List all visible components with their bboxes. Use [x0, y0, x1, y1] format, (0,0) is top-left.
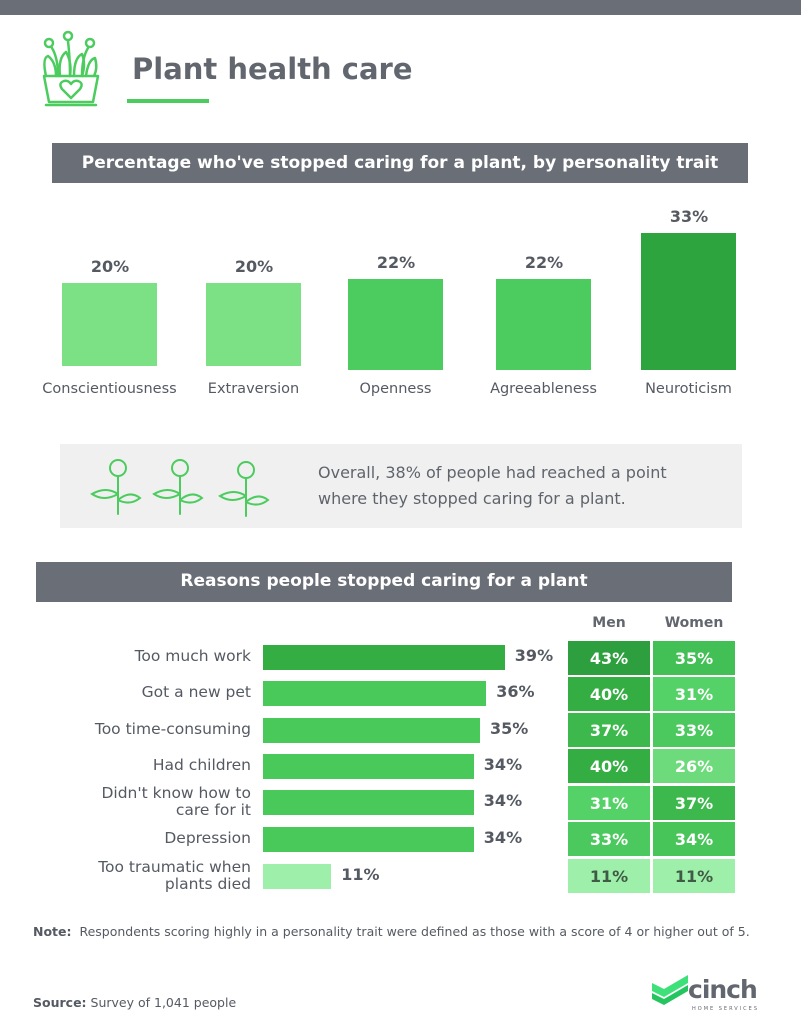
reason-bar — [263, 681, 487, 706]
women-cell: 11% — [653, 859, 735, 893]
trait-bar — [496, 278, 591, 370]
trait-category-label: Neuroticism — [645, 381, 732, 397]
women-cell: 34% — [653, 822, 735, 856]
men-cell: 43% — [568, 641, 650, 675]
reason-category-label: Didn't know how to care for it — [101, 784, 251, 819]
trait-category-label: Conscientiousness — [42, 381, 177, 397]
reason-value-label: 34% — [483, 755, 523, 774]
top-bar — [0, 0, 801, 15]
men-cell: 31% — [568, 786, 650, 820]
reason-bar — [263, 864, 332, 889]
trait-chart-title: Percentage who've stopped caring for a p… — [52, 143, 748, 183]
trait-bar — [206, 283, 301, 366]
reasons-chart-title: Reasons people stopped caring for a plan… — [36, 562, 732, 602]
reason-category-label: Had children — [152, 756, 251, 774]
reason-bar — [263, 754, 474, 779]
trait-value-label: 33% — [669, 207, 709, 227]
reason-category-label: Depression — [164, 829, 251, 847]
women-cell: 37% — [653, 786, 735, 820]
men-cell: 37% — [568, 713, 650, 747]
potted-plant-icon — [42, 30, 100, 107]
men-cell: 40% — [568, 677, 650, 711]
brand-tagline: HOME SERVICES — [692, 1006, 760, 1012]
reason-value-label: 35% — [490, 719, 529, 738]
trait-bar — [641, 233, 736, 370]
trait-category-label: Openness — [359, 381, 432, 397]
men-cell: 33% — [568, 822, 650, 856]
cinch-logo: cinch HOME SERVICES — [650, 975, 770, 1015]
trait-value-label: 22% — [524, 252, 564, 272]
reason-value-label: 39% — [514, 646, 554, 665]
trait-category-label: Agreeableness — [490, 381, 597, 397]
women-cell: 31% — [653, 677, 735, 711]
reason-value-label: 11% — [341, 865, 380, 884]
page-title: Plant health care — [132, 52, 413, 86]
reason-bar — [263, 718, 480, 743]
source-label: Source: — [33, 995, 87, 1010]
note-text: Respondents scoring highly in a personal… — [79, 924, 750, 939]
source-text: Survey of 1,041 people — [90, 995, 237, 1010]
trait-bar — [62, 283, 157, 366]
reason-category-label: Got a new pet — [141, 683, 251, 701]
checkmark-logo-icon — [652, 975, 688, 1005]
reason-category-label: Too traumatic when plants died — [98, 858, 251, 893]
men-header: Men — [592, 615, 626, 631]
reason-value-label: 34% — [483, 828, 523, 847]
source: Source: Survey of 1,041 people — [33, 995, 236, 1010]
reason-bar — [263, 645, 505, 670]
roses-icon — [90, 459, 270, 517]
men-cell: 40% — [568, 749, 650, 783]
reason-value-label: 36% — [496, 682, 535, 701]
reason-value-label: 34% — [483, 791, 523, 810]
note: Note: Respondents scoring highly in a pe… — [33, 923, 753, 940]
reason-category-label: Too time-consuming — [94, 720, 251, 738]
trait-bar — [348, 278, 443, 370]
reason-bar — [263, 827, 474, 852]
women-cell: 35% — [653, 641, 735, 675]
overall-callout: Overall, 38% of people had reached a poi… — [60, 444, 742, 528]
trait-value-label: 22% — [376, 252, 416, 272]
men-cell: 11% — [568, 859, 650, 893]
title-underline — [127, 99, 209, 103]
callout-text: Overall, 38% of people had reached a poi… — [318, 463, 667, 508]
women-cell: 26% — [653, 749, 735, 783]
reason-category-label: Too much work — [134, 647, 251, 665]
trait-category-label: Extraversion — [207, 381, 300, 397]
women-cell: 33% — [653, 713, 735, 747]
trait-value-label: 20% — [90, 257, 130, 276]
brand-name: cinch — [688, 975, 758, 1004]
note-label: Note: — [33, 924, 72, 939]
reason-bar — [263, 790, 474, 815]
trait-value-label: 20% — [234, 257, 274, 276]
women-header: Women — [664, 615, 724, 631]
